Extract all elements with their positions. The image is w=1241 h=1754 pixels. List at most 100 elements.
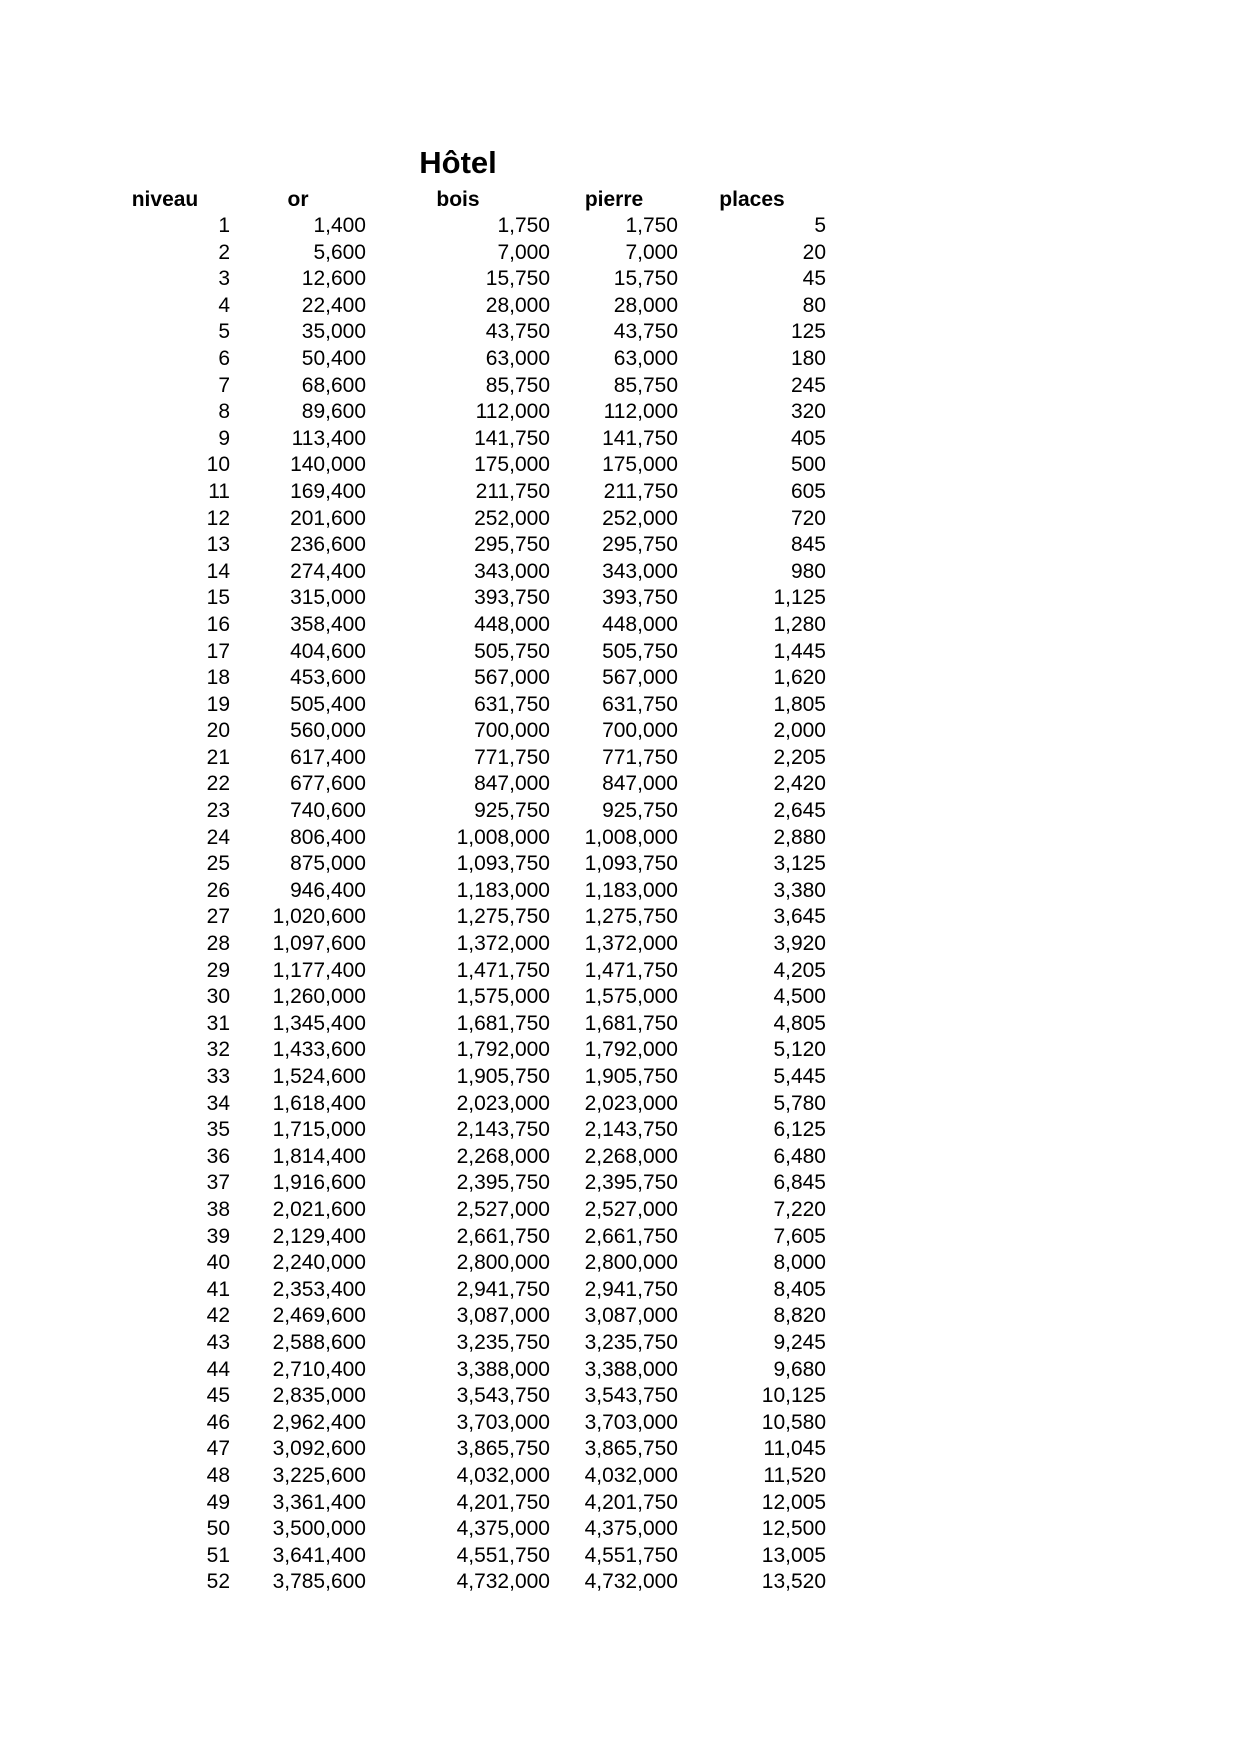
cell-or: 113,400 — [291, 426, 366, 450]
cell-niveau: 11 — [208, 479, 230, 503]
cell-or: 315,000 — [290, 586, 366, 610]
cell-places: 6,125 — [773, 1118, 826, 1142]
cell-or: 505,400 — [290, 692, 366, 716]
cell-pierre: 2,527,000 — [584, 1197, 678, 1221]
cell-places: 13,005 — [761, 1543, 826, 1567]
table-row: 37 1,916,600 2,395,750 2,395,750 6,845 — [100, 1170, 826, 1197]
cell-bois: 295,750 — [474, 533, 550, 557]
cell-bois: 3,235,750 — [456, 1330, 550, 1354]
cell-or: 2,240,000 — [272, 1251, 366, 1275]
table-row: 50 3,500,000 4,375,000 4,375,000 12,500 — [100, 1516, 826, 1543]
cell-or: 1,814,400 — [272, 1144, 366, 1168]
cell-or: 946,400 — [290, 878, 366, 902]
cell-bois: 343,000 — [474, 559, 550, 583]
cell-niveau: 21 — [206, 745, 230, 769]
cell-pierre: 295,750 — [602, 533, 678, 557]
table-row: 13 236,600 295,750 295,750 845 — [100, 532, 826, 559]
cell-bois: 252,000 — [474, 506, 550, 530]
cell-places: 12,005 — [761, 1490, 826, 1514]
cell-bois: 15,750 — [485, 267, 550, 291]
cell-places: 2,205 — [773, 745, 826, 769]
table-row: 11 169,400 211,750 211,750 605 — [100, 479, 826, 506]
cell-bois: 2,395,750 — [456, 1171, 550, 1195]
cell-pierre: 3,543,750 — [584, 1384, 678, 1408]
cell-pierre: 141,750 — [602, 426, 678, 450]
cell-bois: 505,750 — [474, 639, 550, 663]
cell-or: 1,260,000 — [272, 985, 366, 1009]
cell-pierre: 63,000 — [613, 346, 678, 370]
cell-places: 5,120 — [773, 1038, 826, 1062]
cell-pierre: 85,750 — [613, 373, 678, 397]
cell-bois: 1,681,750 — [456, 1011, 550, 1035]
cell-niveau: 42 — [206, 1304, 230, 1328]
cell-niveau: 49 — [206, 1490, 230, 1514]
cell-places: 10,125 — [761, 1384, 826, 1408]
cell-niveau: 32 — [206, 1038, 230, 1062]
cell-or: 35,000 — [301, 320, 366, 344]
table-row: 14 274,400 343,000 343,000 980 — [100, 559, 826, 586]
cell-niveau: 9 — [218, 426, 230, 450]
cell-places: 5 — [814, 214, 826, 237]
cell-bois: 1,792,000 — [456, 1038, 550, 1062]
cell-pierre: 4,375,000 — [584, 1517, 678, 1541]
cell-places: 980 — [790, 559, 826, 583]
cell-or: 740,600 — [290, 799, 366, 823]
table-row: 8 89,600 112,000 112,000 320 — [100, 399, 826, 426]
cell-bois: 4,375,000 — [456, 1517, 550, 1541]
cell-places: 500 — [790, 453, 826, 477]
table-row: 52 3,785,600 4,732,000 4,732,000 13,520 — [100, 1569, 826, 1596]
cell-pierre: 700,000 — [602, 719, 678, 743]
cell-places: 245 — [790, 373, 826, 397]
cell-or: 3,361,400 — [272, 1490, 366, 1514]
cell-niveau: 14 — [206, 559, 230, 583]
table-row: 32 1,433,600 1,792,000 1,792,000 5,120 — [100, 1037, 826, 1064]
cell-pierre: 847,000 — [602, 772, 678, 796]
cell-niveau: 38 — [206, 1197, 230, 1221]
table-row: 24 806,400 1,008,000 1,008,000 2,880 — [100, 825, 826, 852]
cell-or: 806,400 — [290, 825, 366, 849]
table-row: 39 2,129,400 2,661,750 2,661,750 7,605 — [100, 1224, 826, 1251]
cell-bois: 2,023,000 — [456, 1091, 550, 1115]
cell-niveau: 33 — [206, 1065, 230, 1088]
cell-or: 89,600 — [301, 400, 366, 424]
table-row: 2 5,600 7,000 7,000 20 — [100, 240, 826, 267]
table-row: 27 1,020,600 1,275,750 1,275,750 3,645 — [100, 904, 826, 931]
cell-pierre: 3,703,000 — [584, 1410, 678, 1434]
table-row: 43 2,588,600 3,235,750 3,235,750 9,245 — [100, 1330, 826, 1357]
cell-or: 2,962,400 — [272, 1410, 366, 1434]
cell-bois: 1,471,750 — [456, 958, 550, 982]
cell-places: 11,045 — [763, 1437, 826, 1461]
cell-or: 1,020,600 — [272, 905, 366, 929]
cell-bois: 43,750 — [485, 320, 550, 344]
table-row: 7 68,600 85,750 85,750 245 — [100, 373, 826, 400]
cell-or: 12,600 — [301, 267, 366, 291]
cell-niveau: 10 — [206, 453, 230, 477]
cell-bois: 567,000 — [474, 666, 550, 690]
cell-or: 1,916,600 — [272, 1171, 366, 1195]
table-row: 25 875,000 1,093,750 1,093,750 3,125 — [100, 851, 826, 878]
table-row: 41 2,353,400 2,941,750 2,941,750 8,405 — [100, 1277, 826, 1304]
cell-bois: 3,388,000 — [456, 1357, 550, 1381]
cell-or: 2,353,400 — [272, 1277, 366, 1301]
cell-places: 720 — [790, 506, 826, 530]
hotel-levels-table: niveau or bois pierre places 1 1,400 1,750… — [100, 186, 826, 1596]
cell-pierre: 28,000 — [613, 293, 678, 317]
cell-places: 20 — [802, 240, 826, 264]
cell-pierre: 211,750 — [603, 479, 678, 503]
table-row: 40 2,240,000 2,800,000 2,800,000 8,000 — [100, 1250, 826, 1277]
table-row: 31 1,345,400 1,681,750 1,681,750 4,805 — [100, 1011, 826, 1038]
cell-places: 2,880 — [773, 825, 826, 849]
cell-niveau: 50 — [206, 1517, 230, 1541]
cell-places: 180 — [790, 346, 826, 370]
cell-places: 11,520 — [763, 1463, 826, 1487]
cell-pierre: 2,395,750 — [584, 1171, 678, 1195]
column-header-or: or — [287, 188, 309, 211]
cell-bois: 3,865,750 — [456, 1437, 550, 1461]
table-row: 6 50,400 63,000 63,000 180 — [100, 346, 826, 373]
cell-places: 2,645 — [773, 799, 826, 823]
table-row: 1 1,400 1,750 1,750 5 — [100, 213, 826, 240]
cell-or: 875,000 — [290, 852, 366, 876]
cell-bois: 63,000 — [485, 346, 550, 370]
table-row: 51 3,641,400 4,551,750 4,551,750 13,005 — [100, 1543, 826, 1570]
